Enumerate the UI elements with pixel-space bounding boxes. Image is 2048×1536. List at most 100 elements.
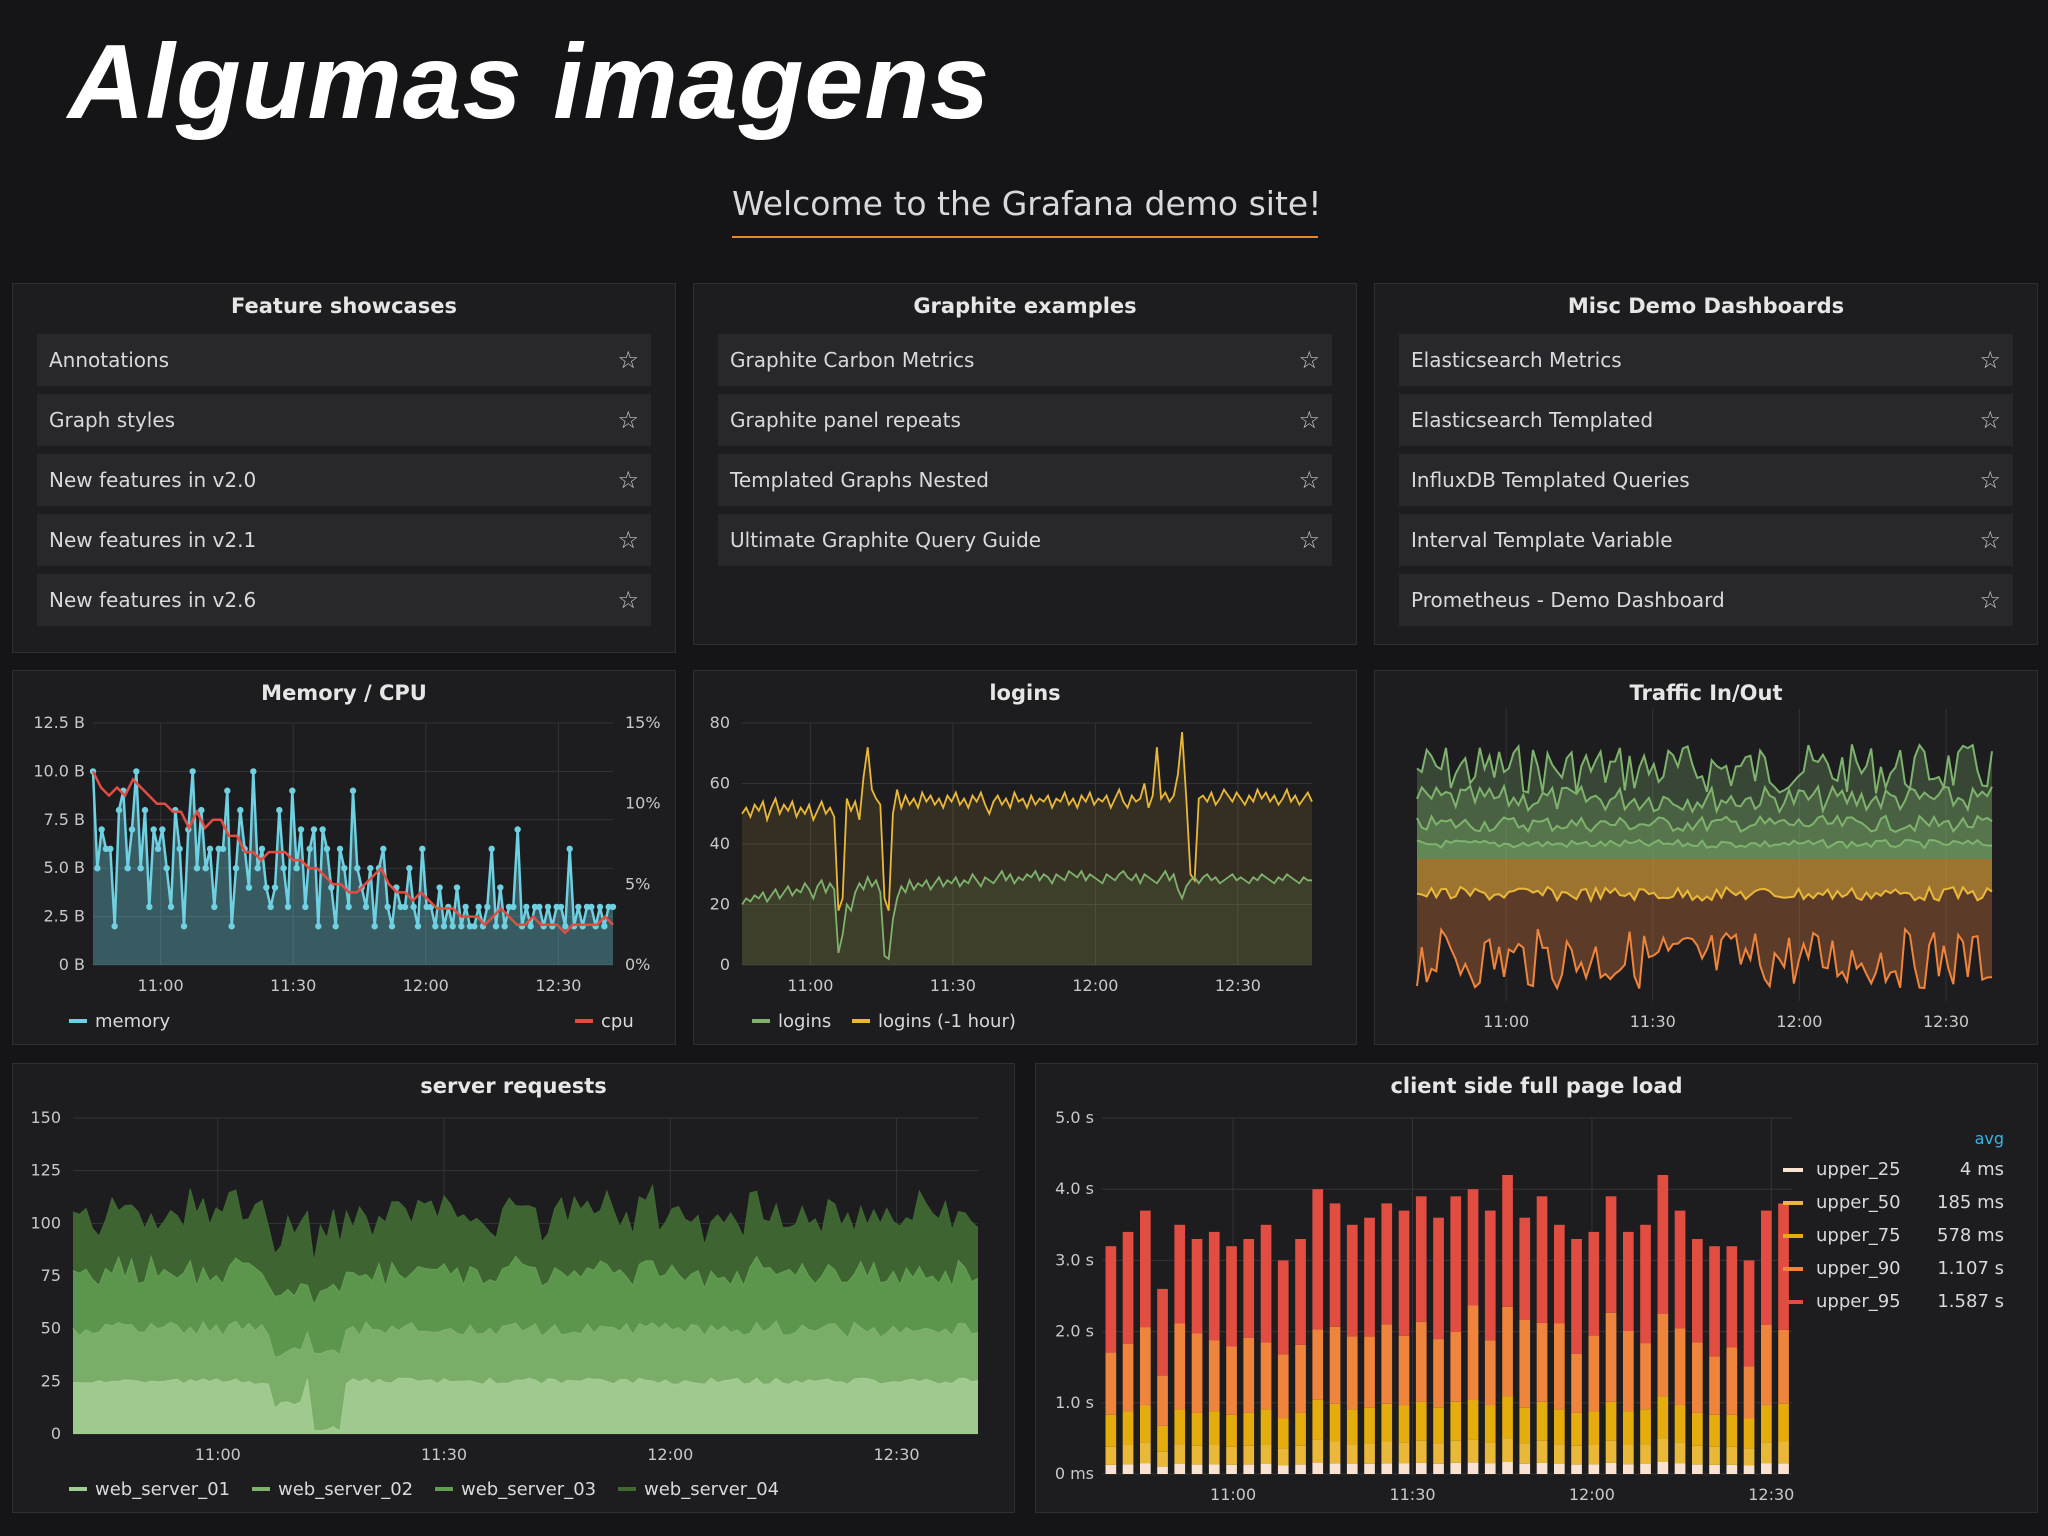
bar-upper_95 — [1295, 1239, 1306, 1345]
web_server_03-line — [72, 1254, 979, 1307]
bar-upper_25 — [1174, 1464, 1186, 1474]
star-outline-icon[interactable]: ☆ — [1298, 346, 1320, 374]
bar-upper_95 — [1329, 1203, 1341, 1327]
bar-upper_25 — [1640, 1464, 1651, 1474]
bar-upper_50 — [1243, 1445, 1255, 1465]
bar-upper_95 — [1433, 1217, 1444, 1340]
y2-tick-label: 5% — [625, 874, 650, 893]
bar-upper_50 — [1726, 1446, 1738, 1465]
traffic-in-4-line — [1416, 743, 1993, 794]
memory-point — [432, 923, 439, 930]
bar-upper_95 — [1174, 1224, 1186, 1324]
y-tick-label: 20 — [710, 895, 730, 914]
y-tick-label: 100 — [30, 1213, 61, 1232]
star-outline-icon[interactable]: ☆ — [1979, 526, 2001, 554]
bar-upper_95 — [1554, 1224, 1565, 1324]
memory-point — [514, 826, 521, 833]
bar-upper_25 — [1191, 1464, 1203, 1474]
dashboard-link-label: New features in v2.1 — [49, 528, 257, 552]
panel-traffic: Traffic In/Out 11:00 11:30 12:00 12:30 — [1374, 670, 2038, 1045]
traffic-in-2-line — [1416, 814, 1993, 834]
dashboard-link[interactable]: Prometheus - Demo Dashboard ☆ — [1399, 574, 2013, 626]
star-outline-icon[interactable]: ☆ — [617, 346, 639, 374]
dashboard-link[interactable]: New features in v2.1 ☆ — [37, 514, 651, 566]
bar-upper_75 — [1364, 1407, 1375, 1444]
panel-logins: logins 0 20 40 60 80 11:00 11:30 12:00 12:30 logi… — [693, 670, 1357, 1045]
memory-point — [501, 923, 508, 930]
y-tick-label: 125 — [30, 1161, 61, 1180]
star-outline-icon[interactable]: ☆ — [1298, 466, 1320, 494]
star-outline-icon[interactable]: ☆ — [617, 526, 639, 554]
bar-upper_25 — [1761, 1463, 1772, 1474]
star-outline-icon[interactable]: ☆ — [1979, 466, 2001, 494]
star-outline-icon[interactable]: ☆ — [617, 586, 639, 614]
dashboard-link[interactable]: Interval Template Variable ☆ — [1399, 514, 2013, 566]
dashboard-link[interactable]: Annotations ☆ — [37, 334, 651, 386]
bar-upper_25 — [1743, 1465, 1755, 1474]
legend-web_server_01: web_server_01 — [95, 1479, 230, 1500]
star-outline-icon[interactable]: ☆ — [1298, 406, 1320, 434]
bar-upper_90 — [1502, 1306, 1513, 1397]
memory-point — [575, 903, 582, 911]
memory-point — [211, 903, 218, 911]
bar-upper_75 — [1623, 1411, 1634, 1445]
memory-point — [523, 903, 530, 911]
bar-upper_25 — [1674, 1463, 1686, 1474]
y-tick-label: 25 — [41, 1371, 61, 1390]
panel-title: Memory / CPU — [261, 681, 427, 705]
bar-upper_50 — [1260, 1444, 1272, 1464]
bar-upper_25 — [1709, 1464, 1720, 1474]
memory-point — [336, 845, 344, 853]
star-outline-icon[interactable]: ☆ — [617, 466, 639, 494]
panel-page-load: client side full page load 0 ms 1.0 s 2.0 … — [1035, 1063, 2038, 1513]
dashboard-link[interactable]: InfluxDB Templated Queries ☆ — [1399, 454, 2013, 506]
bar-upper_50 — [1467, 1439, 1479, 1463]
memory-point — [596, 903, 604, 911]
memory-point — [354, 865, 361, 872]
bar-upper_75 — [1295, 1412, 1306, 1446]
memory-point — [258, 845, 266, 853]
dashboard-link[interactable]: Ultimate Graphite Query Guide ☆ — [718, 514, 1332, 566]
y-tick-label: 3.0 s — [1055, 1250, 1094, 1269]
bar-upper_90 — [1761, 1324, 1772, 1406]
web_server_02-line — [72, 1320, 979, 1359]
bar-upper_75 — [1277, 1418, 1289, 1449]
y-tick-label: 0 — [720, 955, 730, 974]
star-outline-icon[interactable]: ☆ — [1979, 346, 2001, 374]
bar-upper_25 — [1726, 1464, 1738, 1474]
memory-point — [566, 845, 573, 853]
bar-upper_95 — [1536, 1196, 1548, 1323]
dashboard-link[interactable]: New features in v2.0 ☆ — [37, 454, 651, 506]
star-outline-icon[interactable]: ☆ — [1979, 586, 2001, 614]
dashboard-link[interactable]: New features in v2.6 ☆ — [37, 574, 651, 626]
memory-point — [228, 923, 235, 930]
dashboard-link[interactable]: Graph styles ☆ — [37, 394, 651, 446]
bar-upper_90 — [1312, 1329, 1324, 1400]
bar-upper_50 — [1157, 1451, 1168, 1467]
panel-title: Misc Demo Dashboards — [1567, 294, 1845, 318]
y-tick-label: 80 — [710, 713, 730, 732]
x-tick-label: 12:00 — [1776, 1012, 1822, 1031]
star-outline-icon[interactable]: ☆ — [1979, 406, 2001, 434]
bar-upper_50 — [1657, 1438, 1669, 1462]
dashboard-link[interactable]: Elasticsearch Metrics ☆ — [1399, 334, 2013, 386]
dashboard-link[interactable]: Elasticsearch Templated ☆ — [1399, 394, 2013, 446]
memory-point — [557, 903, 565, 911]
bar-upper_90 — [1640, 1343, 1651, 1410]
traffic-chart: 11:00 11:30 12:00 12:30 — [1416, 709, 1993, 1031]
bar-upper_25 — [1415, 1462, 1427, 1474]
star-outline-icon[interactable]: ☆ — [1298, 526, 1320, 554]
panel-title: logins — [989, 681, 1061, 705]
memory-point — [280, 865, 287, 872]
dashboard-link[interactable]: Graphite panel repeats ☆ — [718, 394, 1332, 446]
star-outline-icon[interactable]: ☆ — [617, 406, 639, 434]
bar-upper_25 — [1398, 1463, 1410, 1474]
dashboard-link-label: Prometheus - Demo Dashboard — [1411, 588, 1725, 612]
bar-upper_25 — [1122, 1464, 1134, 1474]
bar-upper_75 — [1381, 1403, 1393, 1442]
dashboard-link[interactable]: Templated Graphs Nested ☆ — [718, 454, 1332, 506]
dashboard-link[interactable]: Graphite Carbon Metrics ☆ — [718, 334, 1332, 386]
memory-point — [271, 884, 279, 891]
bar-upper_90 — [1226, 1346, 1237, 1415]
memory-point — [263, 884, 270, 891]
